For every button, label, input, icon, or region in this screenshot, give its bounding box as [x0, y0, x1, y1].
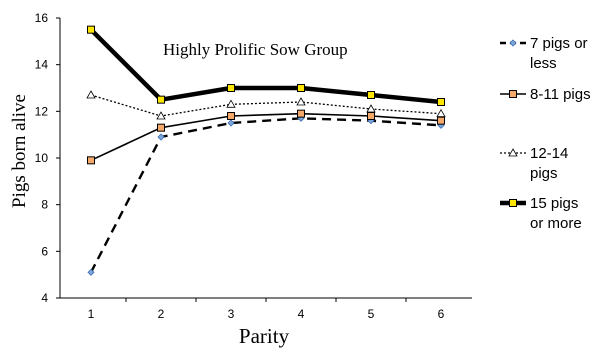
series-s2	[87, 109, 445, 165]
data-point	[87, 156, 95, 165]
legend-swatch-marker	[508, 148, 518, 157]
y-tick-label: 6	[41, 244, 48, 258]
series-line	[90, 94, 442, 117]
legend-item: 7 pigs or less	[500, 35, 588, 72]
legend-swatch-marker	[509, 90, 517, 98]
data-point	[157, 95, 165, 104]
legend-label: 12-14	[530, 145, 568, 162]
y-tick-label: 8	[41, 198, 48, 212]
data-point	[87, 268, 95, 276]
series-s1	[87, 114, 445, 276]
chart-legend: 7 pigs or less 8-11 pigs 12-14 pigs 15 pigs or…	[500, 35, 591, 232]
data-point	[437, 98, 445, 106]
data-point	[436, 108, 446, 118]
x-ticks: 1 2 3 4 5 6	[88, 298, 445, 321]
x-tick-label: 5	[368, 307, 375, 321]
x-tick-label: 3	[228, 307, 235, 321]
data-point	[87, 25, 95, 34]
legend-label: less	[530, 55, 557, 72]
y-tick-label: 14	[35, 58, 49, 72]
legend-item: 8-11 pigs	[500, 86, 591, 103]
data-point	[437, 116, 445, 125]
y-ticks: 4 6 8 10 12 14 16	[35, 11, 60, 305]
data-point	[367, 112, 375, 120]
legend-label: or more	[530, 215, 582, 232]
series-layer	[86, 25, 446, 276]
series-s3	[86, 90, 446, 120]
series-s4	[87, 25, 445, 106]
legend-label: 7 pigs or	[530, 35, 588, 52]
x-tick-label: 4	[298, 307, 305, 321]
data-point	[297, 109, 305, 118]
data-point	[86, 90, 96, 99]
data-point	[367, 91, 375, 99]
data-point	[157, 133, 165, 141]
data-point	[157, 123, 165, 132]
legend-swatch-marker	[509, 39, 517, 47]
y-tick-label: 12	[35, 104, 49, 118]
legend-swatch-marker	[509, 199, 517, 207]
data-point	[156, 111, 166, 120]
data-point	[226, 99, 236, 108]
data-point	[296, 97, 306, 106]
y-tick-label: 4	[41, 291, 48, 305]
legend-label: 15 pigs	[530, 195, 578, 212]
data-point	[297, 84, 305, 92]
legend-label: pigs	[530, 165, 558, 182]
legend-item: 12-14 pigs	[500, 145, 568, 182]
y-axis-title: Pigs born alive	[9, 94, 30, 208]
x-tick-label: 1	[88, 307, 95, 321]
y-tick-label: 10	[35, 151, 49, 165]
data-point	[227, 84, 235, 92]
data-point	[227, 112, 235, 120]
x-tick-label: 6	[438, 307, 445, 321]
x-tick-label: 2	[158, 307, 165, 321]
data-point	[366, 104, 376, 113]
series-line	[89, 28, 442, 105]
series-line	[89, 117, 442, 273]
chart-annotation: Highly Prolific Sow Group	[163, 40, 348, 59]
data-point	[227, 119, 235, 127]
series-line	[90, 112, 442, 162]
legend-label: 8-11 pigs	[530, 86, 591, 103]
y-tick-label: 16	[35, 11, 49, 25]
legend-item: 15 pigs or more	[500, 195, 582, 232]
x-axis-title: Parity	[239, 324, 290, 348]
